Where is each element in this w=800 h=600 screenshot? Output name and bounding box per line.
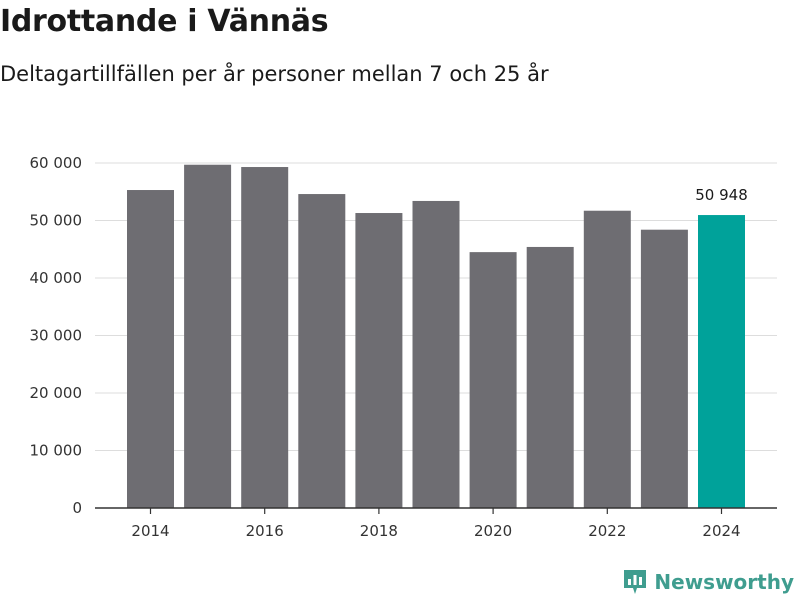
data-label-highlight: 50 948 (695, 186, 748, 204)
y-tick-label: 40 000 (30, 269, 83, 287)
y-tick-label: 0 (72, 499, 82, 517)
bar (583, 210, 631, 508)
y-tick-label: 50 000 (30, 212, 83, 230)
bar (298, 194, 346, 509)
chart-title: Idrottande i Vännäs (0, 4, 329, 39)
y-tick-label: 20 000 (30, 384, 83, 402)
bar (241, 167, 289, 508)
x-tick-label: 2020 (474, 522, 512, 540)
bar-highlight (698, 215, 745, 508)
bar (355, 213, 403, 508)
x-tick-label: 2016 (246, 522, 284, 540)
chart-subtitle: Deltagartillfällen per år personer mella… (0, 62, 549, 86)
bar (184, 164, 232, 508)
x-tick-label: 2024 (702, 522, 740, 540)
x-tick-label: 2018 (360, 522, 398, 540)
bar (412, 200, 460, 508)
bar (127, 190, 174, 508)
bar (469, 252, 517, 508)
newsworthy-logo-icon (624, 570, 647, 594)
x-tick-label: 2014 (131, 522, 169, 540)
bars (127, 164, 745, 509)
axes (95, 507, 777, 514)
bar (640, 229, 688, 508)
brand-logo: Newsworthy (622, 568, 794, 596)
y-tick-label: 10 000 (30, 442, 83, 460)
labels: 0 10 000 20 000 30 000 40 000 50 000 60 000 201… (30, 154, 748, 540)
bar (526, 246, 574, 508)
brand-name: Newsworthy (654, 570, 794, 594)
x-tick-label: 2022 (588, 522, 626, 540)
y-tick-label: 30 000 (30, 327, 83, 345)
y-tick-label: 60 000 (30, 154, 83, 172)
